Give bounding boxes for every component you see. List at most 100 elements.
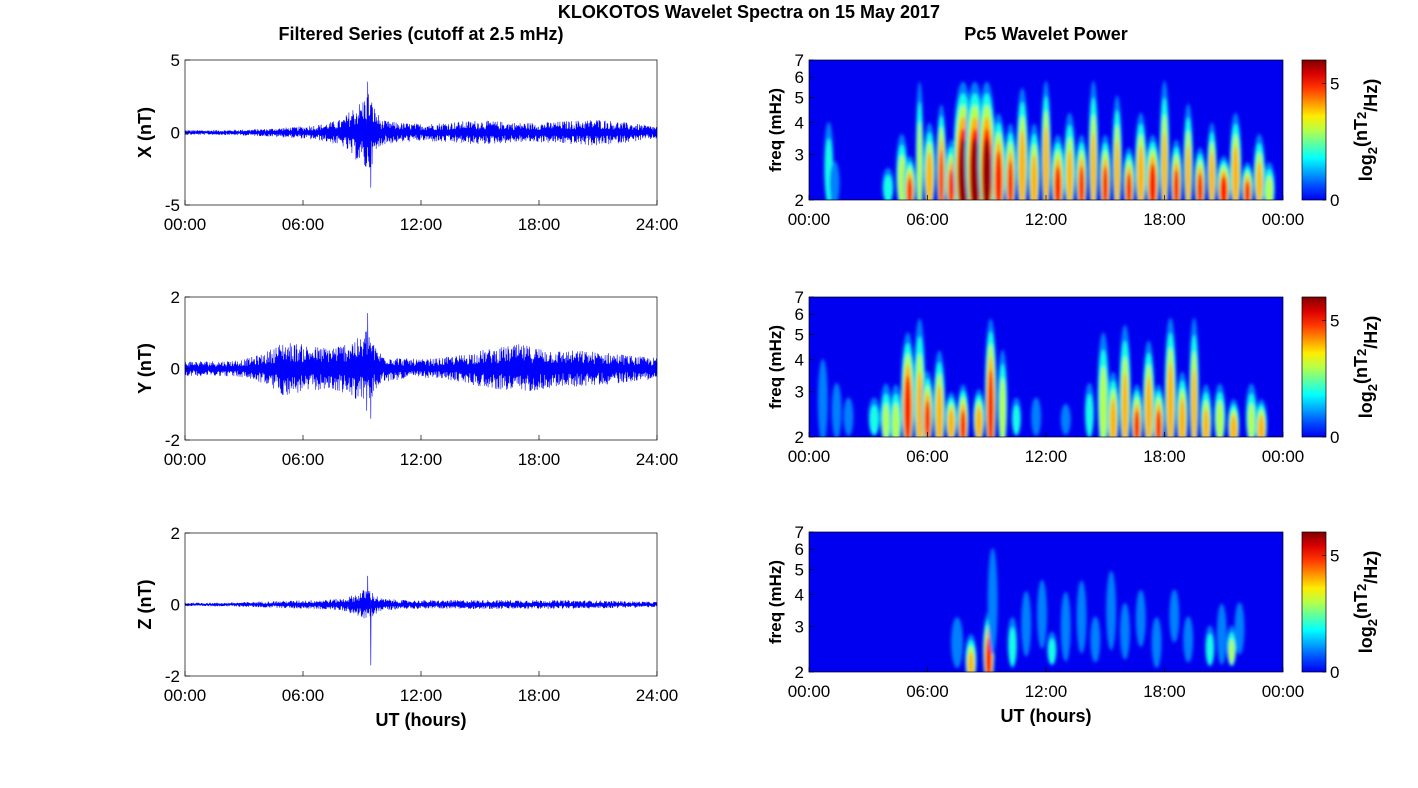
x-tick-label: 18:00 bbox=[518, 215, 561, 234]
x-tick-label: 00:00 bbox=[1262, 682, 1305, 701]
power-region bbox=[843, 397, 854, 437]
power-region bbox=[1149, 163, 1157, 200]
power-region bbox=[904, 375, 912, 437]
power-region bbox=[1203, 408, 1209, 437]
power-region bbox=[1043, 125, 1049, 200]
power-region bbox=[1066, 149, 1073, 200]
x-tick-label: 06:00 bbox=[282, 450, 325, 469]
power-region bbox=[1258, 415, 1265, 437]
power-region bbox=[882, 403, 890, 437]
x-tick-label: 06:00 bbox=[906, 447, 949, 466]
power-region bbox=[898, 155, 906, 200]
power-region bbox=[970, 138, 980, 200]
power-region bbox=[1216, 400, 1224, 437]
x-tick-label: 12:00 bbox=[1025, 210, 1068, 229]
power-region bbox=[1134, 410, 1140, 437]
y-tick-label: 2 bbox=[171, 288, 180, 307]
power-region bbox=[975, 406, 983, 437]
power-region bbox=[987, 547, 998, 655]
heatmap-background bbox=[809, 297, 1283, 437]
x-tick-label: 00:00 bbox=[788, 210, 831, 229]
power-region bbox=[926, 151, 933, 200]
power-region bbox=[1008, 627, 1017, 667]
power-region bbox=[948, 169, 954, 200]
y-tick-label: 2 bbox=[795, 191, 804, 210]
power-region bbox=[1248, 403, 1255, 437]
colorbar-label: log2(nT2/Hz) bbox=[1351, 79, 1381, 181]
power-region bbox=[1155, 410, 1162, 437]
power-region bbox=[892, 402, 900, 437]
y-tick-label: 3 bbox=[795, 383, 804, 402]
power-region bbox=[917, 121, 923, 200]
x-tick-label: 06:00 bbox=[282, 215, 325, 234]
line-panel-x: 5 0 -500:00 06:00 12:00 18:00 24:00 X (nT) bbox=[135, 51, 678, 234]
y-tick-label: -2 bbox=[165, 431, 180, 450]
power-region bbox=[829, 161, 840, 200]
series-line bbox=[184, 81, 658, 188]
power-region bbox=[1265, 175, 1273, 200]
power-region bbox=[1126, 173, 1132, 200]
power-region bbox=[1007, 160, 1014, 200]
x-tick-label: 06:00 bbox=[906, 682, 949, 701]
x-axis-label: UT (hours) bbox=[376, 710, 467, 730]
y-tick-label: 0 bbox=[171, 360, 180, 379]
power-region bbox=[1228, 638, 1235, 665]
colorbar bbox=[1301, 296, 1327, 438]
power-region bbox=[1114, 139, 1120, 200]
x-tick-label: 24:00 bbox=[636, 686, 679, 705]
wavelet-panel-z: 2 3 4 5 67 00:00 06:00 12:00 18:00 00:00 freq (mHz… bbox=[766, 523, 1381, 726]
power-region bbox=[960, 410, 966, 437]
x-tick-label: 18:00 bbox=[1143, 210, 1186, 229]
power-region bbox=[1216, 603, 1227, 665]
power-region bbox=[1197, 173, 1203, 200]
left-column-title: Filtered Series (cutoff at 2.5 mHz) bbox=[278, 24, 563, 44]
power-region bbox=[999, 377, 1006, 437]
wavelet-panel-x: 2 3 4 5 67 00:00 06:00 12:00 18:00 00:00 freq (mHz… bbox=[766, 51, 1381, 229]
power-region bbox=[1232, 145, 1239, 200]
y-tick-label: 6 bbox=[795, 68, 804, 87]
y-tick-label: 5 bbox=[171, 51, 180, 70]
power-region bbox=[1173, 169, 1180, 200]
power-region bbox=[1054, 166, 1062, 200]
x-tick-label: 18:00 bbox=[1143, 447, 1186, 466]
x-tick-label: 00:00 bbox=[788, 447, 831, 466]
y-tick-label: 3 bbox=[795, 146, 804, 165]
power-region bbox=[924, 400, 931, 437]
y-tick-label: 2 bbox=[795, 663, 804, 682]
power-region bbox=[1179, 398, 1186, 437]
colorbar-tick-label: 0 bbox=[1330, 428, 1339, 447]
power-region bbox=[883, 174, 893, 200]
power-region bbox=[1167, 362, 1174, 437]
y-tick-label: 5 bbox=[795, 561, 804, 580]
x-tick-label: 18:00 bbox=[518, 686, 561, 705]
power-region bbox=[1085, 393, 1094, 437]
power-region bbox=[907, 178, 913, 200]
x-tick-label: 06:00 bbox=[282, 686, 325, 705]
power-region bbox=[1019, 130, 1026, 200]
power-region bbox=[1137, 145, 1145, 200]
y-tick-label: 6 bbox=[795, 305, 804, 324]
power-region bbox=[987, 369, 994, 437]
power-region bbox=[831, 382, 842, 437]
power-region bbox=[1090, 131, 1096, 200]
colorbar-tick-label: 5 bbox=[1330, 74, 1339, 93]
colorbar-label: log2(nT2/Hz) bbox=[1351, 551, 1381, 653]
power-region bbox=[1109, 398, 1117, 437]
x-tick-label: 12:00 bbox=[400, 686, 443, 705]
line-panel-y: 2 0 -200:00 06:00 12:00 18:00 24:00 Y (nT) bbox=[135, 288, 678, 469]
figure-title: KLOKOTOS Wavelet Spectra on 15 May 2017 bbox=[558, 2, 940, 22]
y-axis-label: Y (nT) bbox=[135, 343, 155, 394]
power-region bbox=[1185, 144, 1191, 200]
power-region bbox=[1076, 580, 1087, 654]
power-region bbox=[1162, 131, 1167, 200]
x-tick-label: 12:00 bbox=[1025, 682, 1068, 701]
power-region bbox=[1151, 617, 1162, 669]
power-region bbox=[1106, 570, 1117, 651]
colorbar-tick-label: 0 bbox=[1330, 191, 1339, 210]
power-region bbox=[995, 151, 1003, 200]
power-region bbox=[1209, 151, 1215, 200]
power-region bbox=[869, 405, 879, 435]
x-tick-label: 24:00 bbox=[636, 215, 679, 234]
y-tick-label: 7 bbox=[795, 523, 804, 542]
x-tick-label: 00:00 bbox=[164, 215, 207, 234]
